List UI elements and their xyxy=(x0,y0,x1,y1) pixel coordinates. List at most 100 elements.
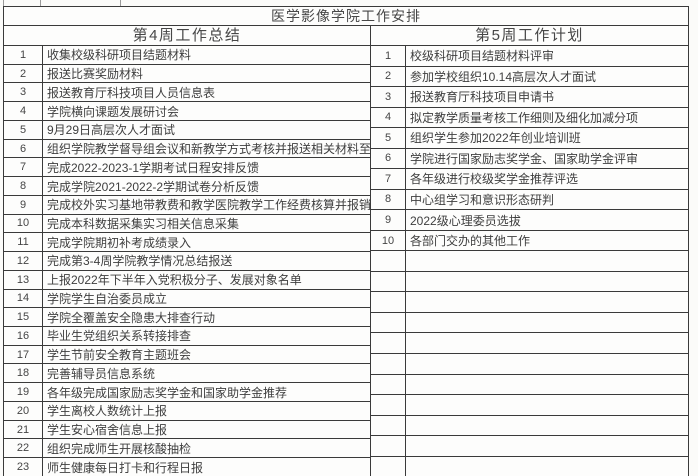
row-number: 15 xyxy=(4,308,43,327)
row-task: 中心组学习和意识形态研判 xyxy=(410,192,555,207)
table-row: 8 完成学院2021-2022-2学期试卷分析反馈 xyxy=(4,176,370,195)
table-row: 9 完成校外实习基地带教费和教学医院教学工作经费核算并报销 xyxy=(4,194,370,214)
row-number xyxy=(371,436,406,456)
row-task: 组织学生参加2022年创业培训班 xyxy=(410,131,581,146)
table-row xyxy=(371,414,688,436)
grid-remnant-line xyxy=(120,0,121,6)
row-number: 17 xyxy=(4,345,43,364)
row-task xyxy=(406,436,688,456)
table-row: 21 学生安心宿舍信息上报 xyxy=(4,419,370,439)
row-task xyxy=(406,375,688,395)
row-task: 学生节前安全教育主题班会 xyxy=(47,348,192,363)
row-task: 学院横向课题发展研讨会 xyxy=(47,104,180,119)
row-number xyxy=(371,395,406,415)
row-number xyxy=(371,374,406,395)
row-task: 各年级进行校级奖学金推荐评选 xyxy=(410,172,579,187)
row-number xyxy=(371,312,406,333)
table-header-row: 第4周工作总结 第5周工作计划 xyxy=(4,26,688,46)
row-number: 13 xyxy=(4,270,43,289)
row-number: 8 xyxy=(371,189,406,210)
row-number: 5 xyxy=(4,120,43,139)
row-task: 学生离校人数统计上报 xyxy=(47,404,168,419)
row-number: 20 xyxy=(4,401,43,420)
work-schedule-table: 医学影像学院工作安排 第4周工作总结 第5周工作计划 1 收集校级科研项目结题材… xyxy=(3,6,689,476)
table-row: 10 完成本科数据采集实习相关信息采集 xyxy=(4,213,370,233)
row-number xyxy=(371,456,406,476)
row-task: 报送教育厅科技项目申请书 xyxy=(410,90,555,105)
row-task: 报送教育厅科技项目人员信息表 xyxy=(47,85,216,100)
table-body: 1 收集校级科研项目结题材料 2 报送比赛奖励材料 3 报送教育厅科技项目人员信… xyxy=(4,46,688,476)
row-task xyxy=(406,457,688,476)
row-number: 7 xyxy=(4,158,43,177)
row-task: 学院进行国家励志奖学金、国家助学金评审 xyxy=(410,151,639,166)
row-number: 21 xyxy=(4,420,43,439)
row-task: 完成本科数据采集实习相关信息采集 xyxy=(47,216,240,231)
row-task: 各部门交办的其他工作 xyxy=(410,234,531,249)
row-task: 完成第3-4周学院教学情况总结报送 xyxy=(47,254,233,269)
table-row: 6 组织学院教学督导组会议和新教学方式考核并报送相关材料至教务处 xyxy=(4,138,370,158)
table-row: 19 各年级完成国家励志奖学金和国家助学金推荐 xyxy=(4,382,370,401)
table-row xyxy=(371,435,688,456)
row-number xyxy=(371,415,406,436)
row-number: 11 xyxy=(4,233,43,252)
row-number: 2 xyxy=(371,66,406,87)
table-row: 8 中心组学习和意识形态研判 xyxy=(371,188,688,210)
row-task: 收集校级科研项目结题材料 xyxy=(47,48,192,63)
row-task xyxy=(406,313,688,333)
table-row xyxy=(371,332,688,353)
table-row xyxy=(371,270,688,292)
row-number: 1 xyxy=(371,46,406,66)
table-row: 11 完成学院期初补考成绩录入 xyxy=(4,232,370,252)
row-number: 18 xyxy=(4,364,43,383)
table-row: 23 师生健康每日打卡和行程日报 xyxy=(4,457,370,476)
row-number: 1 xyxy=(4,46,43,64)
row-number: 23 xyxy=(4,458,43,476)
row-number: 9 xyxy=(371,210,406,230)
row-number: 16 xyxy=(4,327,43,345)
table-row: 10 各部门交办的其他工作 xyxy=(371,229,688,251)
table-row: 4 拟定教学质量考核工作细则及细化加减分项 xyxy=(371,106,688,128)
grid-remnant-line xyxy=(40,0,41,6)
row-number: 4 xyxy=(4,102,43,120)
table-row xyxy=(371,291,688,312)
row-task xyxy=(406,395,688,415)
row-number: 12 xyxy=(4,252,43,270)
row-number xyxy=(371,333,406,353)
table-row: 16 毕业生党组织关系转接排查 xyxy=(4,326,370,345)
row-number xyxy=(371,292,406,312)
row-task: 组织完成师生开展核酸抽检 xyxy=(47,441,192,456)
row-task: 9月29日高层次人才面试 xyxy=(47,123,176,138)
table-row: 3 报送教育厅科技项目申请书 xyxy=(371,86,688,107)
row-task: 完成校外实习基地带教费和教学医院教学工作经费核算并报销 xyxy=(47,198,370,213)
table-row: 3 报送教育厅科技项目人员信息表 xyxy=(4,82,370,102)
row-task xyxy=(406,416,688,436)
week4-summary-header: 第4周工作总结 xyxy=(4,26,371,45)
row-number: 10 xyxy=(4,214,43,233)
row-task: 报送比赛奖励材料 xyxy=(47,67,144,82)
row-number: 3 xyxy=(371,87,406,107)
table-row xyxy=(371,250,688,271)
row-number: 22 xyxy=(4,439,43,458)
row-number: 9 xyxy=(4,195,43,214)
row-number: 10 xyxy=(371,230,406,251)
table-row: 12 完成第3-4周学院教学情况总结报送 xyxy=(4,251,370,270)
row-task xyxy=(406,292,688,312)
row-task: 校级科研项目结题材料评审 xyxy=(410,49,555,64)
row-task: 各年级完成国家励志奖学金和国家助学金推荐 xyxy=(47,385,288,400)
table-row: 5 组织学生参加2022年创业培训班 xyxy=(371,127,688,148)
grid-remnant xyxy=(3,0,689,6)
row-task: 组织学院教学督导组会议和新教学方式考核并报送相关材料至教务处 xyxy=(47,142,370,157)
table-row: 7 完成2022-2023-1学期考试日程安排反馈 xyxy=(4,157,370,177)
table-row: 4 学院横向课题发展研讨会 xyxy=(4,101,370,120)
week5-plan-column: 1 校级科研项目结题材料评审 2 参加学校组织10.14高层次人才面试 3 报送… xyxy=(371,46,688,476)
row-number: 19 xyxy=(4,383,43,401)
table-row: 17 学生节前安全教育主题班会 xyxy=(4,344,370,364)
table-row: 1 校级科研项目结题材料评审 xyxy=(371,46,688,66)
grid-remnant-line xyxy=(3,0,4,6)
row-task: 学院全覆盖安全隐患大排查行动 xyxy=(47,310,216,325)
table-row: 7 各年级进行校级奖学金推荐评选 xyxy=(371,168,688,189)
table-row: 22 组织完成师生开展核酸抽检 xyxy=(4,438,370,458)
row-number: 6 xyxy=(371,148,406,169)
row-task xyxy=(406,333,688,353)
table-row: 18 完善辅导员信息系统 xyxy=(4,363,370,383)
